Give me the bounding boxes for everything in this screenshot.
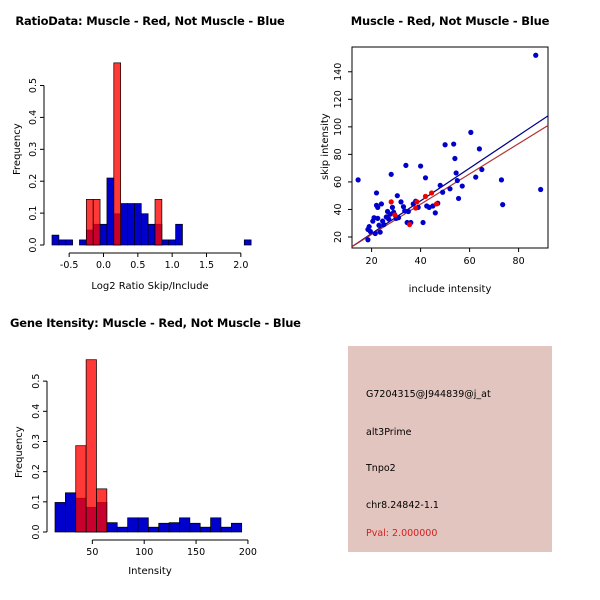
info-panel: G7204315@J944839@j_at alt3Prime Tnpo2 ch… bbox=[300, 300, 600, 600]
svg-text:150: 150 bbox=[187, 547, 205, 558]
ratio-histogram-plot: 0.0 0.1 0.2 0.3 0.4 0.5 -0.5 0.0 0.5 1.0 1.5 2.0 bbox=[28, 62, 252, 271]
info-event-type: alt3Prime bbox=[366, 427, 412, 438]
scatter-plot: 20 40 60 80 100 120 140 20 40 60 80 bbox=[333, 46, 549, 267]
svg-text:120: 120 bbox=[333, 90, 344, 108]
svg-text:0.0: 0.0 bbox=[96, 260, 111, 271]
svg-text:1.0: 1.0 bbox=[165, 260, 180, 271]
svg-text:40: 40 bbox=[333, 203, 344, 215]
info-panel-background bbox=[348, 346, 552, 552]
ratio-histogram-xlabel: Log2 Ratio Skip/Include bbox=[91, 281, 209, 292]
info-pval: Pval: 2.000000 bbox=[366, 528, 438, 539]
gene-histogram-ylabel: Frequency bbox=[14, 426, 25, 478]
svg-text:0.4: 0.4 bbox=[28, 110, 39, 125]
svg-text:100: 100 bbox=[135, 547, 153, 558]
svg-text:60: 60 bbox=[464, 256, 476, 267]
svg-text:0.4: 0.4 bbox=[31, 404, 42, 419]
svg-text:20: 20 bbox=[366, 256, 378, 267]
svg-text:1.5: 1.5 bbox=[199, 260, 214, 271]
svg-text:140: 140 bbox=[333, 63, 344, 81]
gene-histogram-xlabel: Intensity bbox=[128, 566, 172, 577]
svg-text:60: 60 bbox=[333, 176, 344, 188]
gene-histogram-panel: Gene Itensity: Muscle - Red, Not Muscle … bbox=[0, 300, 301, 600]
info-gene-symbol: Tnpo2 bbox=[366, 463, 396, 474]
svg-text:80: 80 bbox=[333, 148, 344, 160]
scatter-title: Muscle - Red, Not Muscle - Blue bbox=[350, 14, 550, 28]
gene-histogram-plot: 0.0 0.1 0.2 0.3 0.4 0.5 50 100 150 200 bbox=[31, 359, 257, 558]
svg-text:20: 20 bbox=[333, 231, 344, 243]
svg-text:0.2: 0.2 bbox=[31, 464, 42, 479]
info-probe-id: G7204315@J944839@j_at bbox=[366, 389, 491, 400]
svg-text:0.5: 0.5 bbox=[130, 260, 145, 271]
svg-text:0.1: 0.1 bbox=[28, 206, 39, 221]
info-locus: chr8.24842-1.1 bbox=[366, 500, 439, 511]
svg-text:200: 200 bbox=[239, 547, 257, 558]
svg-text:0.3: 0.3 bbox=[28, 142, 39, 157]
svg-text:-0.5: -0.5 bbox=[60, 260, 79, 271]
svg-text:0.0: 0.0 bbox=[31, 524, 42, 539]
svg-text:80: 80 bbox=[513, 256, 525, 267]
ratio-histogram-panel: RatioData: Muscle - Red, Not Muscle - Bl… bbox=[0, 0, 300, 300]
svg-text:100: 100 bbox=[333, 118, 344, 136]
ratio-histogram-ylabel: Frequency bbox=[12, 123, 23, 175]
svg-text:0.0: 0.0 bbox=[28, 237, 39, 252]
svg-text:0.1: 0.1 bbox=[31, 494, 42, 509]
scatter-ylabel: skip intensity bbox=[320, 113, 331, 180]
gene-histogram-title: Gene Itensity: Muscle - Red, Not Muscle … bbox=[10, 316, 301, 330]
svg-text:40: 40 bbox=[415, 256, 427, 267]
svg-text:2.0: 2.0 bbox=[233, 260, 248, 271]
svg-text:50: 50 bbox=[86, 547, 98, 558]
scatter-xlabel: include intensity bbox=[408, 284, 492, 295]
svg-text:0.5: 0.5 bbox=[28, 78, 39, 93]
svg-text:0.2: 0.2 bbox=[28, 174, 39, 189]
scatter-panel: Muscle - Red, Not Muscle - Blue 20 40 60 80… bbox=[300, 0, 600, 300]
svg-text:0.3: 0.3 bbox=[31, 434, 42, 449]
svg-text:0.5: 0.5 bbox=[31, 374, 42, 389]
ratio-histogram-title: RatioData: Muscle - Red, Not Muscle - Bl… bbox=[15, 14, 285, 28]
